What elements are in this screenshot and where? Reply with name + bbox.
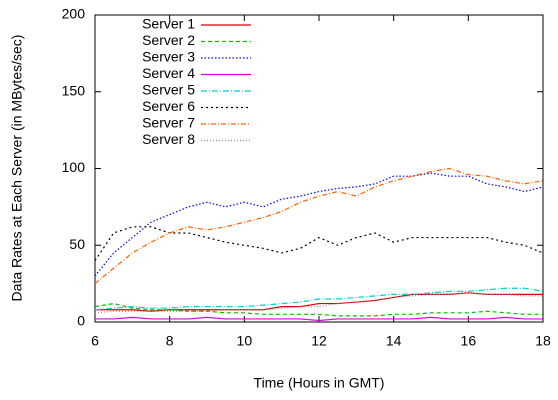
x-tick-label: 16	[461, 333, 477, 349]
series-line	[94, 167, 544, 285]
legend-label: Server 1	[142, 16, 195, 32]
legend-label: Server 5	[142, 82, 195, 98]
x-tick-label: 12	[311, 333, 327, 349]
series-line	[95, 316, 543, 322]
y-tick-label: 50	[69, 236, 85, 252]
legend-label: Server 3	[142, 49, 195, 65]
y-tick-label: 100	[62, 159, 86, 175]
legend-label: Server 7	[142, 115, 195, 131]
x-tick-label: 6	[91, 333, 99, 349]
series-line	[95, 292, 543, 312]
series-line	[94, 172, 544, 277]
y-axis-label: Data Rates at Each Server (in MBytes/sec…	[9, 35, 25, 302]
x-tick-label: 14	[386, 333, 402, 349]
x-tick-label: 10	[237, 333, 253, 349]
x-tick-label: 18	[535, 333, 551, 349]
x-axis-label: Time (Hours in GMT)	[254, 375, 385, 391]
legend-label: Server 4	[142, 65, 195, 81]
legend-label: Server 8	[142, 131, 195, 147]
series-line	[94, 226, 544, 261]
y-tick-label: 0	[77, 313, 85, 329]
legend-label: Server 2	[142, 32, 195, 48]
legend-label: Server 6	[142, 98, 195, 114]
series-line	[94, 302, 543, 317]
y-tick-label: 150	[62, 82, 86, 98]
y-tick-label: 200	[62, 6, 86, 22]
x-tick-label: 8	[166, 333, 174, 349]
series-line	[94, 287, 544, 311]
